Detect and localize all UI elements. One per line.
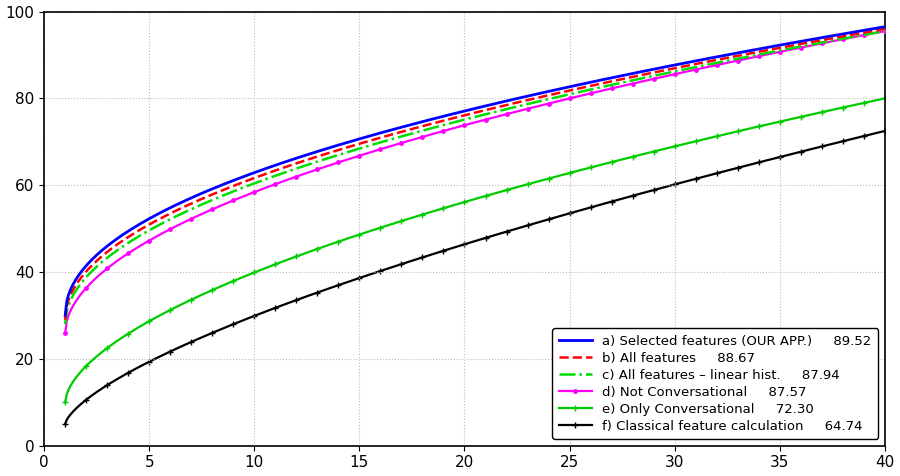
Legend: a) Selected features (OUR APP.)     89.52, b) All features     88.67, c) All fea: a) Selected features (OUR APP.) 89.52, b…	[553, 328, 878, 439]
